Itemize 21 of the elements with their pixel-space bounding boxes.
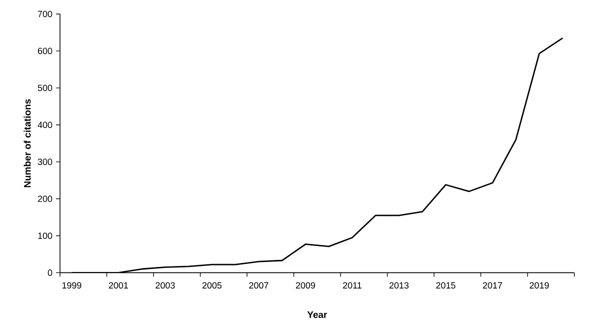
y-tick-label: 400 bbox=[38, 122, 52, 128]
y-tick-label: 100 bbox=[38, 232, 52, 239]
x-tick-label: 2005 bbox=[202, 282, 222, 289]
x-tick-label: 2009 bbox=[296, 282, 316, 289]
x-tick-label: 2011 bbox=[343, 282, 362, 289]
y-tick-label: 700 bbox=[38, 10, 52, 18]
x-tick-label: 2017 bbox=[482, 282, 502, 289]
y-tick-label: 600 bbox=[38, 48, 52, 54]
y-tick-label: 300 bbox=[38, 158, 52, 166]
x-tick-label: 2001 bbox=[108, 282, 128, 289]
x-tick-label: 2007 bbox=[249, 282, 268, 289]
y-tick-label: 200 bbox=[38, 196, 52, 202]
y-tick-label: 500 bbox=[38, 84, 52, 92]
x-tick-label: 2003 bbox=[156, 282, 175, 289]
x-tick-label: 2015 bbox=[436, 282, 456, 289]
x-axis-title: Year bbox=[307, 311, 328, 318]
x-tick-label: 2013 bbox=[389, 282, 409, 289]
x-tick-label: 1999 bbox=[62, 282, 82, 289]
y-axis-title: Number of citations bbox=[24, 99, 31, 188]
x-tick-label: 2019 bbox=[530, 282, 549, 289]
y-tick-label: 0 bbox=[48, 270, 52, 276]
